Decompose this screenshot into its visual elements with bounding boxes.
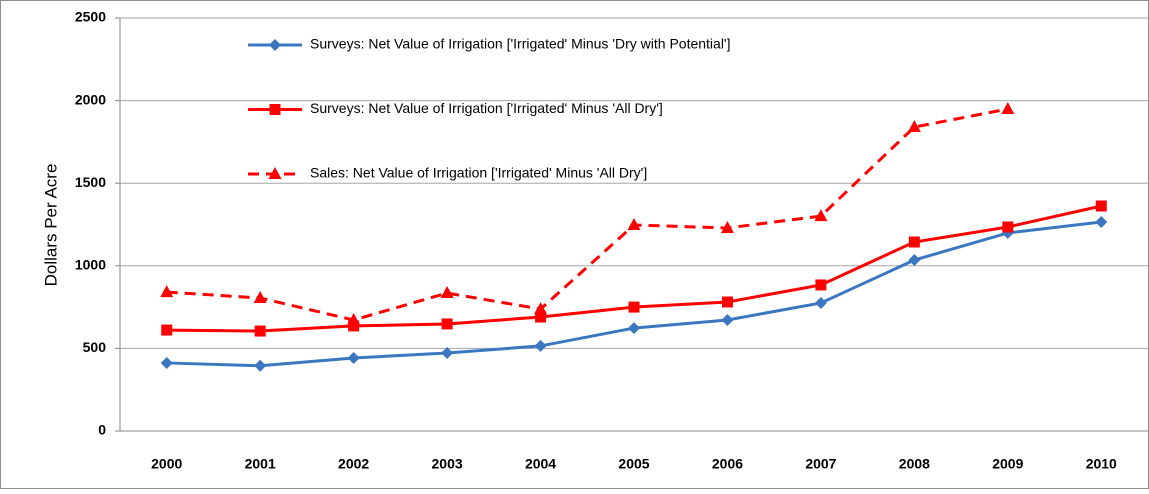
marker: [907, 120, 921, 133]
x-tick-label: 2005: [618, 456, 649, 472]
marker: [161, 324, 173, 336]
marker: [268, 167, 282, 179]
marker: [815, 279, 827, 291]
marker: [441, 347, 454, 360]
marker: [269, 39, 281, 51]
marker: [160, 356, 173, 369]
marker: [814, 296, 827, 309]
y-tick-label: 500: [83, 339, 107, 355]
marker: [628, 301, 640, 313]
x-tick-label: 2006: [712, 456, 743, 472]
legend-label: Sales: Net Value of Irrigation ['Irrigat…: [310, 165, 647, 181]
marker: [347, 312, 361, 325]
x-tick-label: 2008: [899, 456, 930, 472]
legend-label: Surveys: Net Value of Irrigation ['Irrig…: [310, 36, 731, 52]
marker: [348, 320, 360, 332]
x-tick-label: 2007: [805, 456, 836, 472]
marker: [814, 209, 828, 222]
x-tick-label: 2009: [992, 456, 1023, 472]
marker: [253, 291, 267, 304]
y-tick-label: 1500: [75, 174, 106, 190]
marker: [1095, 200, 1107, 212]
marker: [441, 318, 453, 330]
marker: [347, 351, 360, 364]
marker: [160, 285, 174, 298]
x-tick-label: 2003: [432, 456, 463, 472]
marker: [440, 286, 454, 299]
marker: [908, 254, 921, 267]
marker: [908, 236, 920, 248]
x-tick-label: 2010: [1086, 456, 1117, 472]
marker: [254, 359, 267, 372]
marker: [534, 302, 548, 315]
marker: [721, 313, 734, 326]
series-line: [166, 107, 1009, 322]
marker: [627, 217, 641, 230]
marker: [1095, 216, 1108, 229]
marker: [254, 325, 266, 337]
y-axis-label: Dollars Per Acre: [41, 164, 60, 287]
marker: [721, 296, 733, 308]
y-tick-label: 2000: [75, 91, 106, 107]
marker: [1002, 221, 1014, 233]
marker: [628, 322, 640, 335]
x-tick-label: 2002: [338, 456, 369, 472]
marker: [534, 339, 547, 352]
x-tick-label: 2004: [525, 456, 556, 472]
marker: [1001, 102, 1015, 115]
y-tick-label: 1000: [75, 257, 106, 273]
marker: [269, 104, 281, 115]
y-tick-label: 2500: [75, 9, 106, 25]
y-tick-label: 0: [98, 422, 106, 438]
marker: [720, 220, 734, 233]
legend-label: Surveys: Net Value of Irrigation ['Irrig…: [310, 100, 663, 116]
x-tick-label: 2000: [151, 456, 182, 472]
marker: [535, 311, 547, 323]
x-tick-label: 2001: [245, 456, 276, 472]
